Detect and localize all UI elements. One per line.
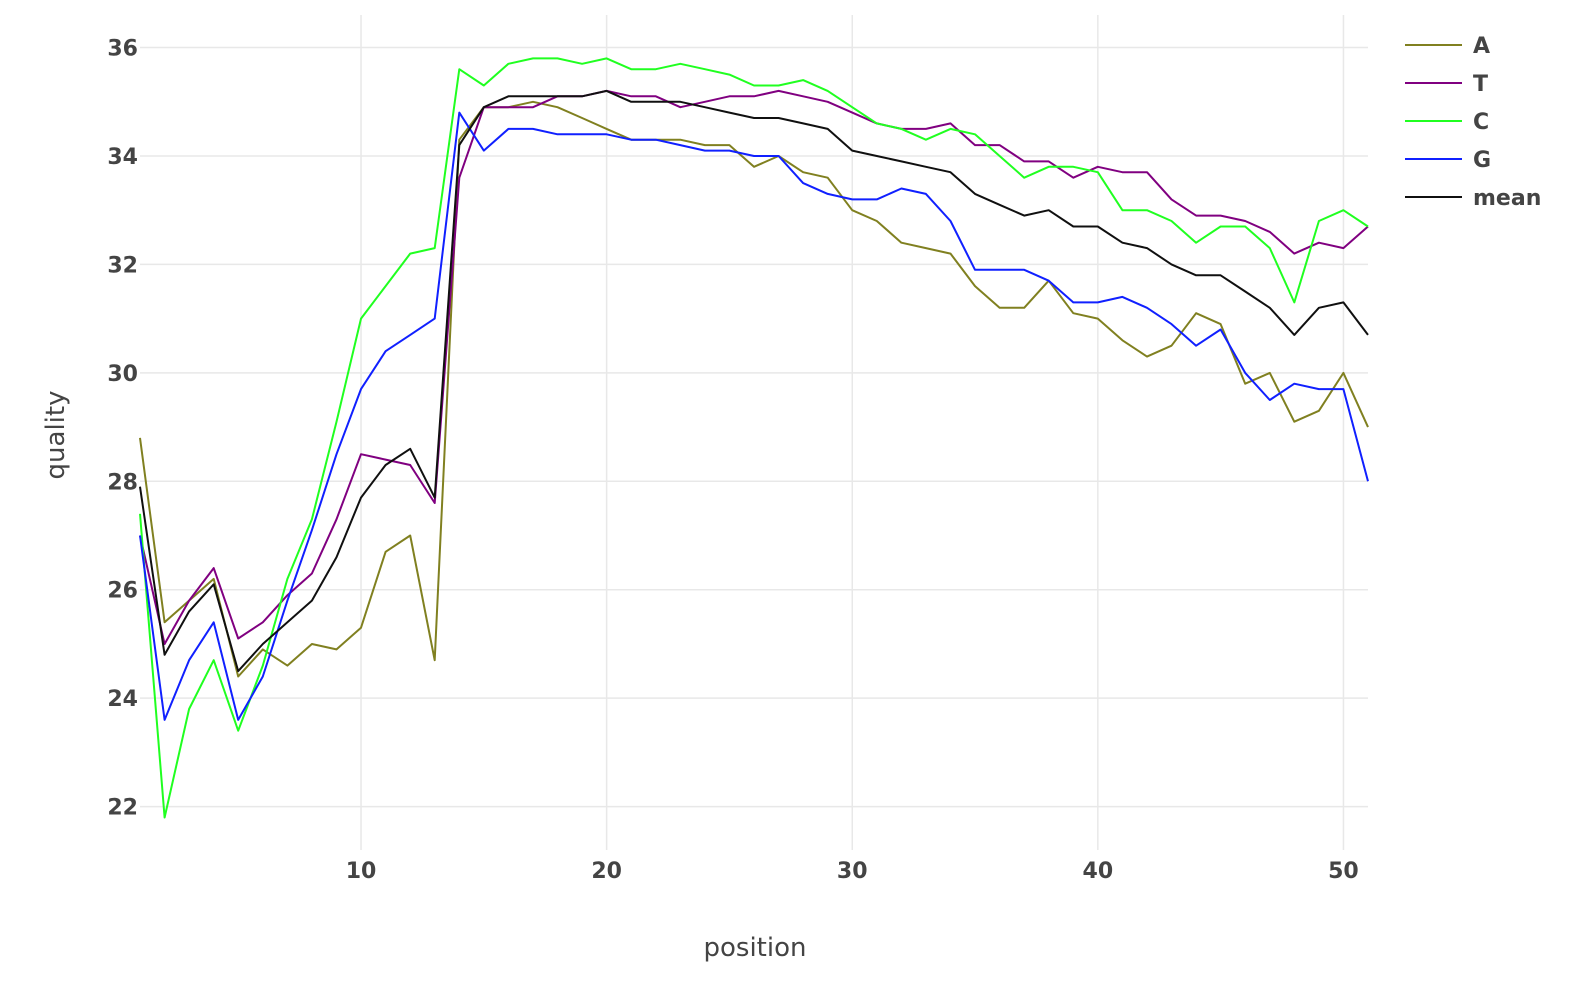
series-line-A [139, 100, 1369, 678]
x-tick-label: 20 [591, 859, 622, 884]
tick-labels: 22 24 26 28 30 32 34 36 10 20 30 40 50 [107, 37, 1358, 884]
y-tick-label: 34 [107, 145, 138, 170]
legend-label-mean: mean [1473, 186, 1541, 211]
x-tick-label: 40 [1083, 859, 1114, 884]
y-tick-label: 28 [107, 470, 138, 495]
y-tick-label: 32 [107, 253, 138, 278]
grid-lines [140, 15, 1368, 850]
legend-label-G: G [1473, 148, 1491, 173]
legend-label-A: A [1473, 34, 1490, 59]
series-line-mean [139, 89, 1369, 673]
y-tick-label: 26 [107, 579, 138, 604]
y-tick-label: 30 [107, 362, 138, 387]
y-tick-label: 36 [107, 37, 138, 62]
series-lines [139, 57, 1369, 819]
y-axis-title: quality [41, 391, 71, 480]
x-tick-label: 10 [346, 859, 377, 884]
y-tick-label: 24 [107, 687, 138, 712]
y-tick-label: 22 [107, 796, 138, 821]
x-tick-label: 50 [1328, 859, 1359, 884]
series-line-G [139, 111, 1369, 721]
x-axis-title: position [704, 933, 807, 963]
series-line-C [139, 57, 1369, 819]
x-tick-label: 30 [837, 859, 868, 884]
series-line-T [139, 89, 1369, 645]
legend-label-C: C [1473, 110, 1489, 135]
legend-label-T: T [1473, 72, 1488, 97]
